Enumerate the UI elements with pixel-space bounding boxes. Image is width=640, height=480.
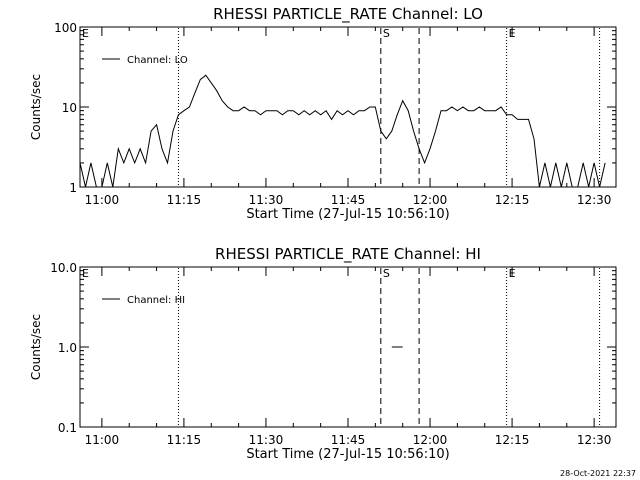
x-tick-label: 11:30 xyxy=(249,433,284,447)
x-tick-label: 11:00 xyxy=(85,193,120,207)
series-line xyxy=(79,74,606,188)
plot-frame xyxy=(79,266,617,428)
event-marker-label: E xyxy=(82,27,89,40)
lo-channel-panel: RHESSI PARTICLE_RATE Channel: LO 11:00 11:… xyxy=(29,5,617,222)
event-marker-label: E xyxy=(82,267,89,280)
y-tick-label: 0.1 xyxy=(58,421,77,435)
x-tick-label: 11:45 xyxy=(331,433,366,447)
x-tick-label: 11:15 xyxy=(167,193,202,207)
x-tick-label: 12:30 xyxy=(577,193,612,207)
x-tick-label: 11:45 xyxy=(331,193,366,207)
x-tick-label: 12:00 xyxy=(413,193,448,207)
legend-label: Channel: LO xyxy=(127,55,188,66)
y-tick-label: 100 xyxy=(54,21,77,35)
event-marker-label: S xyxy=(383,27,390,40)
legend-label: Channel: HI xyxy=(127,295,185,306)
chart-title: RHESSI PARTICLE_RATE Channel: LO xyxy=(213,5,483,24)
generation-timestamp: 28-Oct-2021 22:37 xyxy=(560,469,636,478)
hi-channel-panel: RHESSI PARTICLE_RATE Channel: HI 11:00 11:… xyxy=(29,245,617,462)
y-tick-label: 10.0 xyxy=(50,261,77,275)
y-tick-label: 1.0 xyxy=(58,341,77,355)
y-axis-label: Counts/sec xyxy=(29,314,43,380)
y-tick-label: 10 xyxy=(62,101,77,115)
x-tick-label: 12:30 xyxy=(577,433,612,447)
event-marker-label: S xyxy=(383,267,390,280)
y-tick-label: 1 xyxy=(69,181,77,195)
x-axis-label: Start Time (27-Jul-15 10:56:10) xyxy=(246,207,449,222)
x-tick-label: 11:30 xyxy=(249,193,284,207)
x-axis-label: Start Time (27-Jul-15 10:56:10) xyxy=(246,447,449,462)
x-tick-label: 12:15 xyxy=(495,433,530,447)
x-tick-label: 11:15 xyxy=(167,433,202,447)
x-tick-label: 12:15 xyxy=(495,193,530,207)
chart-title: RHESSI PARTICLE_RATE Channel: HI xyxy=(215,245,481,264)
x-tick-label: 12:00 xyxy=(413,433,448,447)
event-marker-label: E xyxy=(509,267,516,280)
plot-frame xyxy=(79,26,617,188)
y-axis-label: Counts/sec xyxy=(29,74,43,140)
event-marker-label: E xyxy=(509,27,516,40)
x-tick-label: 11:00 xyxy=(85,433,120,447)
